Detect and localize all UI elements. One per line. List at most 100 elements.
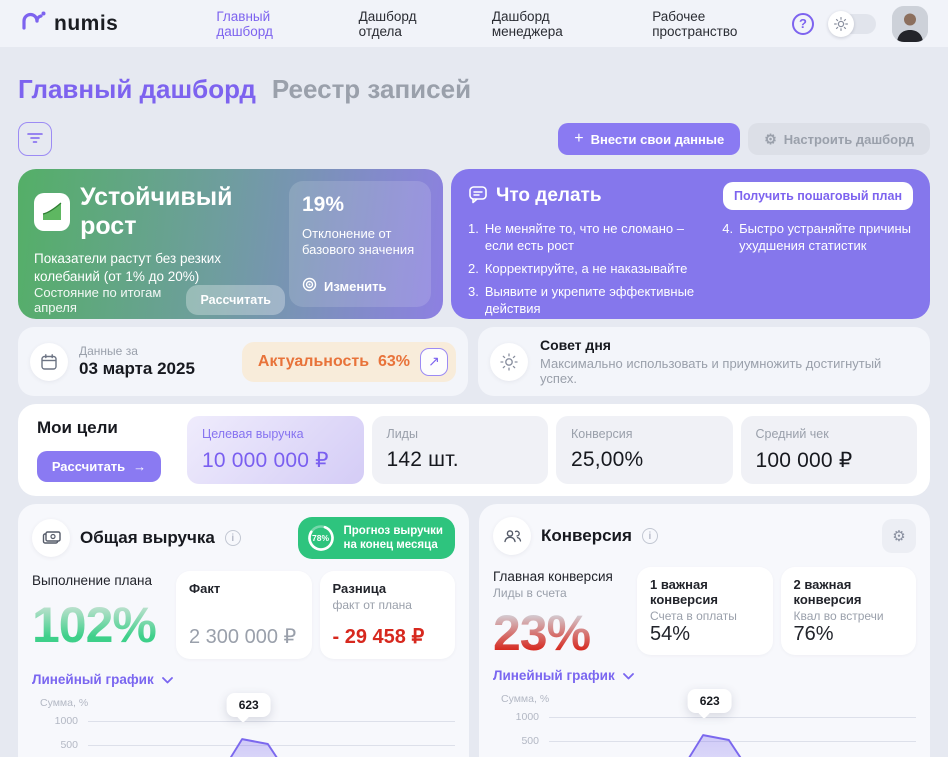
goal-target-revenue: Целевая выручка 10 000 000 ₽ [187, 416, 364, 484]
status-banner: Устойчивый рост Показатели растут без ре… [18, 169, 930, 319]
todo-item-4: 4. Быстро устраняйте причины ухудшения с… [722, 221, 912, 253]
what-to-do-title: Что делать [496, 185, 602, 206]
theme-toggle[interactable] [828, 10, 876, 37]
configure-label: Настроить дашборд [783, 131, 914, 147]
logo-icon [20, 9, 47, 38]
dashboard-widgets: Общая выручка i 78% Прогноз выручки на к… [18, 504, 930, 757]
deviation-card: 19% Отклонение от базового значения Изме… [289, 181, 431, 307]
chart-tooltip: 623 [687, 689, 732, 713]
progress-ring-icon: 78% [306, 523, 336, 553]
line-series [688, 734, 742, 757]
page-titles: Главный дашборд Реестр записей [18, 74, 930, 105]
todo-item-3: 3. Выявите и укрепите эффективные действ… [468, 283, 695, 316]
todo-item-1: 1. Не меняйте то, что не сломано – если … [468, 221, 684, 253]
users-icon [493, 517, 531, 555]
nav-manager-dashboard[interactable]: Дашборд менеджера [491, 8, 563, 39]
speech-bubble-icon [468, 184, 488, 209]
page-title-main-dashboard[interactable]: Главный дашборд [18, 74, 256, 104]
logo-text: numis [54, 11, 119, 35]
line-series [229, 738, 278, 757]
goal-average-check: Средний чек 100 000 ₽ [740, 416, 917, 484]
main-conversion-block: Главная конверсия Лиды в счета 23% [493, 567, 629, 661]
deviation-edit-button[interactable]: Изменить [302, 277, 418, 295]
relevance-badge: Актуальность 63% ↗ [241, 341, 456, 382]
nav-main-dashboard[interactable]: Главный дашборд [216, 8, 273, 39]
chart-type-selector[interactable]: Линейный график [493, 668, 634, 683]
deviation-edit-label: Изменить [324, 278, 387, 294]
conversion-card: Конверсия i ⚙ Главная конверсия Лиды в с… [479, 504, 930, 757]
revenue-line-chart: 1000 500 200 100 [32, 693, 455, 757]
growth-chart-icon [34, 193, 71, 231]
goals-calculate-button[interactable]: Рассчитать → [37, 451, 161, 482]
data-date-value: 03 марта 2025 [79, 359, 195, 378]
growth-calculate-button[interactable]: Рассчитать [186, 285, 285, 316]
nav-workspace[interactable]: Рабочее пространство [652, 8, 738, 39]
difference-box: Разница факт от плана - 29 458 ₽ [319, 571, 455, 659]
growth-title: Устойчивый рост [80, 183, 233, 240]
relevance-open-button[interactable]: ↗ [420, 347, 448, 376]
top-navigation-bar: numis Главный дашборд Дашборд отдела Даш… [0, 0, 948, 47]
help-icon[interactable]: ? [792, 12, 814, 35]
plan-completion-block: Выполнение плана 102% [32, 571, 168, 659]
tip-text: Максимально использовать и приумножить д… [540, 356, 882, 386]
arrow-up-right-icon: ↗ [428, 353, 440, 369]
page-title-records-registry[interactable]: Реестр записей [271, 74, 472, 104]
tip-of-day-card: Совет дня Максимально использовать и при… [478, 327, 930, 396]
main-nav: Главный дашборд Дашборд отдела Дашборд м… [216, 9, 792, 39]
info-row: Данные за 03 марта 2025 Актуальность 63%… [18, 327, 930, 396]
topbar-right: ? [792, 5, 928, 42]
forecast-badge: 78% Прогноз выручки на конец месяца [297, 517, 455, 559]
data-for-label: Данные за [79, 344, 138, 358]
conversion-line-chart: 1000 500 200 100 [493, 689, 916, 757]
chevron-down-icon [161, 672, 173, 687]
info-icon[interactable]: i [641, 528, 658, 544]
growth-status-content: Устойчивый рост Показатели растут без ре… [30, 181, 289, 316]
chart-tooltip: 623 [226, 693, 271, 717]
main-content: Главный дашборд Реестр записей + Внести … [0, 74, 948, 757]
sun-tip-icon [490, 342, 528, 381]
todo-item-2: 2. Корректируйте, а не наказывайте [468, 260, 688, 276]
filter-icon [27, 132, 43, 147]
toolbar-actions: + Внести свои данные ⚙ Настроить дашборд [558, 123, 930, 155]
calendar-icon [30, 342, 68, 381]
arrow-right-icon: → [133, 459, 147, 474]
revenue-title: Общая выручка [80, 528, 215, 547]
growth-footer-note: Состояние по итогам апреля [34, 285, 162, 316]
info-icon[interactable]: i [224, 530, 241, 546]
conversion-title: Конверсия [541, 526, 632, 545]
nav-department-dashboard[interactable]: Дашборд отдела [358, 8, 417, 39]
fact-box: Факт 2 300 000 ₽ [176, 571, 312, 659]
avatar[interactable] [892, 5, 928, 42]
deviation-label: Отклонение от базового значения [302, 226, 415, 258]
logo[interactable]: numis [20, 9, 118, 38]
data-date-card: Данные за 03 марта 2025 Актуальность 63%… [18, 327, 468, 396]
what-to-do-list: 1. Не меняйте то, что не сломано – если … [468, 221, 913, 317]
add-data-label: Внести свои данные [590, 131, 725, 147]
chevron-down-icon [622, 668, 634, 683]
banknote-icon [32, 519, 70, 557]
sun-icon [828, 10, 854, 37]
gear-icon: ⚙ [892, 528, 906, 545]
configure-dashboard-button[interactable]: ⚙ Настроить дашборд [748, 123, 930, 155]
goal-conversion: Конверсия 25,00% [556, 416, 733, 484]
growth-description: Показатели растут без резких колебаний (… [34, 251, 222, 284]
my-goals-title: Мои цели [37, 418, 118, 437]
chart-type-selector[interactable]: Линейный график [32, 672, 173, 687]
goal-leads: Лиды 142 шт. [371, 416, 548, 484]
main-conversion-value: 23% [493, 604, 629, 662]
toolbar: + Внести свои данные ⚙ Настроить дашборд [18, 122, 930, 156]
add-data-button[interactable]: + Внести свои данные [558, 123, 741, 155]
gear-icon: ⚙ [764, 131, 777, 147]
relevance-value: 63% [377, 352, 410, 370]
filter-button[interactable] [18, 122, 52, 156]
get-plan-button[interactable]: Получить пошаговый план [723, 182, 913, 210]
my-goals-card: Мои цели Рассчитать → Целевая выручка 10… [18, 404, 930, 496]
deviation-value: 19% [302, 193, 345, 216]
relevance-label: Актуальность [257, 352, 370, 370]
conversion-settings-button[interactable]: ⚙ [882, 519, 916, 553]
plus-icon: + [574, 130, 584, 147]
what-to-do-card: Что делать Получить пошаговый план 1. Не… [451, 169, 930, 319]
plan-completion-value: 102% [32, 596, 168, 654]
growth-status-card: Устойчивый рост Показатели растут без ре… [18, 169, 443, 319]
conversion-2-box: 2 важная конверсия Квал во встречи 76% [780, 567, 916, 655]
